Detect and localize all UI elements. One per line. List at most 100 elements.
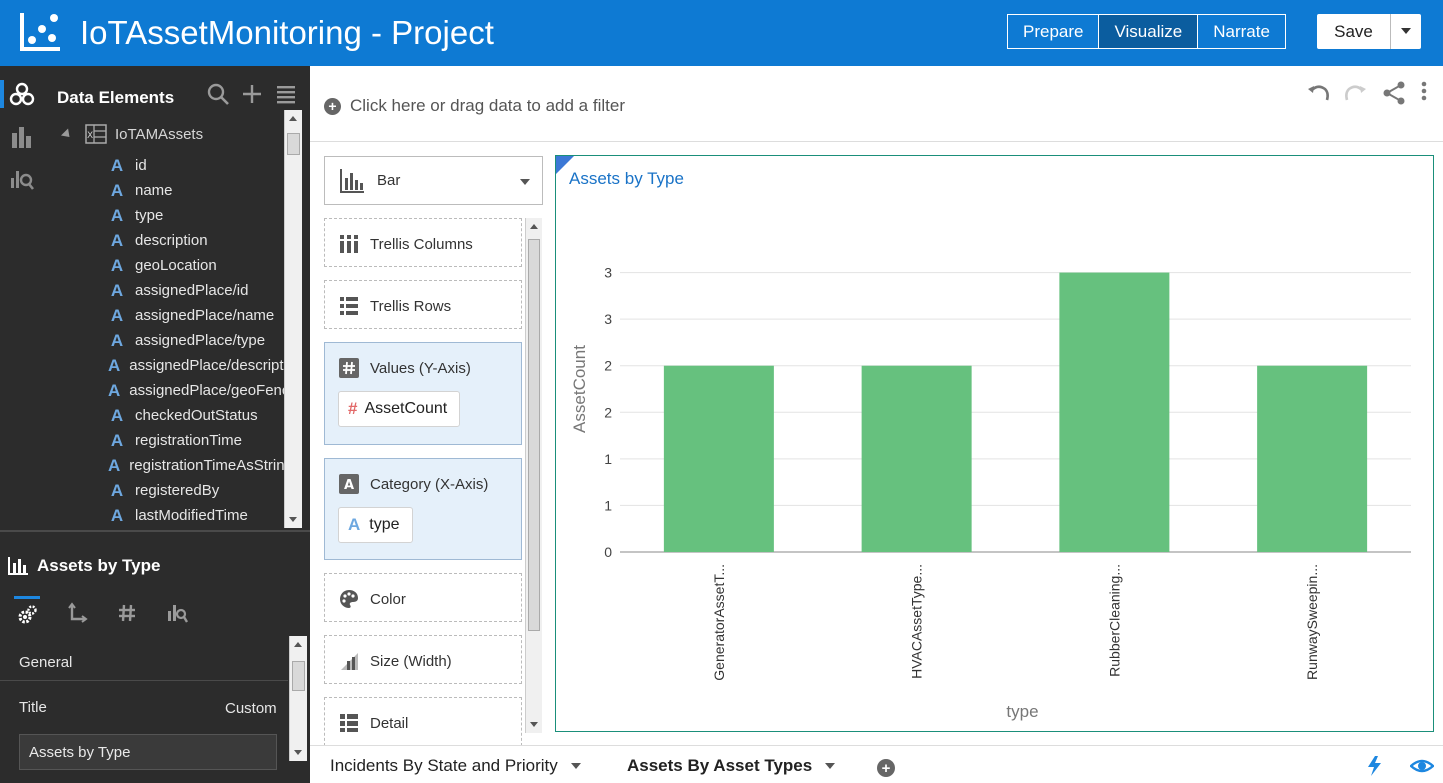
undo-icon[interactable] [1305,80,1331,106]
title-property-label: Title [19,699,47,716]
values-zone-label: Values (Y-Axis) [370,359,471,377]
title-input[interactable]: Assets by Type [19,734,277,770]
data-element-label: description [135,232,208,249]
tab-axis[interactable] [64,596,90,630]
type-pill-label: type [369,516,400,533]
tab-assets-by-asset-types[interactable]: Assets By Asset Types [627,756,836,776]
more-options-icon[interactable] [1419,80,1429,106]
properties-title: Assets by Type [7,556,160,576]
chart-title: Assets by Type [569,169,684,188]
scroll-up-icon[interactable] [530,224,538,229]
analytics-icon[interactable] [9,166,35,192]
add-icon[interactable] [240,82,264,106]
save-options-chevron-icon[interactable] [1391,14,1421,49]
x-tick-label: GeneratorAssetT... [711,564,727,681]
scroll-thumb[interactable] [292,661,305,691]
prepare-button[interactable]: Prepare [1008,15,1100,48]
y-tick-label: 3 [604,265,612,281]
data-elements-icon[interactable] [9,82,35,108]
tab-values[interactable] [114,596,140,630]
chevron-down-icon[interactable] [520,179,530,185]
trellis-columns-zone[interactable]: Trellis Columns [324,218,522,267]
add-filter[interactable]: + Click here or drag data to add a filte… [324,96,625,116]
data-element-label: registeredBy [135,482,220,499]
bar-chart: 0 1 1 2 2 3 3 GeneratorAssetT... HVACAssetType..… [570,265,1411,721]
preview-eye-icon[interactable] [1410,755,1434,777]
save-button[interactable]: Save [1317,14,1391,49]
trellis-rows-zone[interactable]: Trellis Rows [324,280,522,329]
scroll-thumb[interactable] [287,133,300,155]
panel-divider[interactable] [0,530,310,532]
scroll-down-icon[interactable] [289,517,297,522]
color-zone[interactable]: Color [324,573,522,622]
attribute-icon: A [110,255,124,275]
scroll-up-icon[interactable] [289,116,297,121]
detail-zone[interactable]: Detail [324,697,522,745]
narrate-button[interactable]: Narrate [1213,22,1270,41]
grammar-scrollbar[interactable] [525,218,542,733]
selection-corner-indicator [556,156,574,174]
data-elements-tools [206,82,298,106]
title-mode-dropdown[interactable]: Custom [225,700,277,717]
data-element-label: assignedPlace/description [129,357,284,374]
menu-icon[interactable] [274,82,298,106]
scroll-down-icon[interactable] [294,750,302,755]
size-zone[interactable]: Size (Width) [324,635,522,684]
canvas-toolbar [1305,80,1429,106]
category-x-axis-zone[interactable]: A Category (X-Axis) A type [324,458,522,560]
tab-menu-chevron-icon[interactable] [570,763,581,769]
attribute-icon: A [110,280,124,300]
add-filter-icon[interactable]: + [324,97,341,115]
tab-menu-chevron-icon[interactable] [825,763,836,769]
dataset-node[interactable]: X IoTAMAssets [60,124,204,144]
data-element-label: assignedPlace/geoFence [129,382,284,399]
auto-apply-icon[interactable] [1365,755,1387,777]
type-pill[interactable]: A type [338,507,413,543]
tab-general[interactable] [14,596,40,630]
trellis-columns-label: Trellis Columns [370,235,473,253]
share-icon[interactable] [1381,80,1407,106]
filter-placeholder[interactable]: Click here or drag data to add a filter [350,96,625,115]
dataset-name: IoTAMAssets [115,125,204,143]
visualization-container[interactable]: Assets by Type 0 1 1 2 2 3 3 GeneratorAssetT...… [555,155,1434,732]
tab-incidents-by-state[interactable]: Incidents By State and Priority [330,756,581,776]
attribute-icon: A [108,380,121,400]
visualize-button[interactable]: Visualize [1099,15,1199,48]
values-y-axis-zone[interactable]: Values (Y-Axis) # AssetCount [324,342,522,445]
visualizations-icon[interactable] [9,124,35,150]
properties-scrollbar[interactable] [289,636,307,761]
attribute-icon: A [110,305,124,325]
scroll-up-icon[interactable] [294,642,302,647]
data-elements-scrollbar[interactable] [284,110,302,528]
trellis-rows-label: Trellis Rows [370,297,452,315]
chart-type-dropdown[interactable]: Bar [324,156,543,205]
search-icon[interactable] [206,82,230,106]
chart-type-label: Bar [377,172,401,189]
scroll-thumb[interactable] [528,239,540,631]
scroll-down-icon[interactable] [530,722,538,727]
expand-toggle-icon[interactable] [60,127,74,141]
add-canvas-icon[interactable]: + [877,759,895,777]
filter-bar[interactable]: + Click here or drag data to add a filte… [310,66,1443,142]
canvas-tab-bar: Incidents By State and Priority Assets B… [310,745,1443,783]
bar [1257,365,1368,552]
assetcount-pill[interactable]: # AssetCount [338,391,461,427]
attribute-icon: A [110,230,124,250]
tab-analytics[interactable] [164,596,190,630]
redo-icon[interactable] [1343,80,1369,106]
